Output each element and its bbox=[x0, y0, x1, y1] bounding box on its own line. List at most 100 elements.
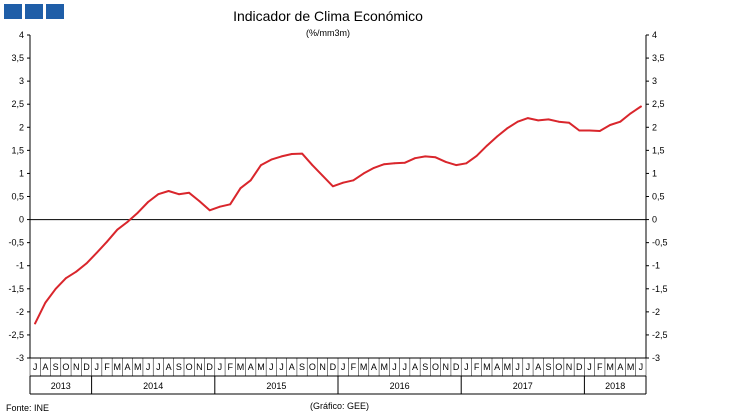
x-tick-label-month: N bbox=[73, 362, 80, 372]
x-tick-label-month: J bbox=[269, 362, 274, 372]
data-point bbox=[362, 172, 365, 175]
x-tick-label-month: A bbox=[371, 362, 377, 372]
x-tick-label-month: O bbox=[555, 362, 562, 372]
data-point bbox=[342, 181, 344, 184]
data-point bbox=[290, 153, 293, 155]
data-point bbox=[598, 130, 601, 132]
x-tick-label-month: J bbox=[587, 362, 592, 372]
x-tick-label-month: J bbox=[341, 362, 346, 372]
x-tick-label-month: D bbox=[330, 362, 337, 372]
x-tick-label-month: M bbox=[114, 362, 122, 372]
logo-block bbox=[25, 4, 43, 19]
data-point bbox=[434, 156, 437, 159]
x-tick-label-month: M bbox=[606, 362, 614, 372]
x-tick-label-month: F bbox=[351, 362, 357, 372]
logo-block bbox=[4, 4, 22, 19]
x-tick-label-month: D bbox=[576, 362, 583, 372]
y-tick-label-right: -1,5 bbox=[652, 284, 668, 294]
data-point bbox=[352, 179, 355, 182]
y-tick-label-right: 0,5 bbox=[652, 192, 665, 202]
x-tick-label-year: 2015 bbox=[266, 381, 286, 391]
data-point bbox=[568, 121, 570, 124]
x-tick-label-month: N bbox=[566, 362, 573, 372]
data-point bbox=[157, 193, 160, 196]
x-tick-label-month: S bbox=[422, 362, 428, 372]
y-tick-label-right: -0,5 bbox=[652, 238, 668, 248]
data-point bbox=[486, 144, 488, 147]
data-point bbox=[85, 262, 88, 265]
y-tick-label-right: -1 bbox=[652, 261, 660, 271]
data-point bbox=[208, 209, 211, 212]
x-tick-label-month: A bbox=[412, 362, 418, 372]
data-point bbox=[578, 129, 581, 132]
x-tick-label-month: N bbox=[319, 362, 326, 372]
data-point bbox=[475, 155, 478, 157]
y-tick-label-left: -2 bbox=[16, 307, 24, 317]
ine-logo-icon bbox=[4, 4, 64, 19]
x-tick-label-month: O bbox=[432, 362, 439, 372]
data-point bbox=[455, 164, 457, 167]
x-tick-label-month: A bbox=[535, 362, 541, 372]
x-tick-label-month: J bbox=[639, 362, 644, 372]
data-point bbox=[506, 127, 509, 130]
data-point bbox=[270, 158, 273, 161]
data-point bbox=[301, 152, 303, 155]
y-tick-label-right: 2,5 bbox=[652, 99, 665, 109]
chart-subtitle: (%/mm3m) bbox=[306, 28, 350, 38]
x-tick-label-month: N bbox=[443, 362, 450, 372]
data-point bbox=[95, 251, 98, 254]
x-tick-label-month: J bbox=[402, 362, 407, 372]
data-point bbox=[496, 135, 498, 138]
chart-title: Indicador de Clima Económico bbox=[233, 8, 423, 24]
data-point bbox=[54, 287, 57, 290]
x-tick-label-month: J bbox=[94, 362, 99, 372]
series-plot bbox=[34, 105, 642, 325]
data-point bbox=[147, 201, 150, 203]
y-tick-label-left: -2,5 bbox=[8, 330, 24, 340]
data-point bbox=[414, 157, 416, 160]
data-point bbox=[424, 155, 427, 158]
x-tick-label-month: S bbox=[176, 362, 182, 372]
y-axis-left: 4 3,5 3 2,5 2 1,5 1 0,5 0 -0,5 -1 -1,5 -2 -2,5 -3 bbox=[8, 30, 30, 363]
data-point bbox=[557, 120, 560, 123]
x-axis-years: 2013 2014 2015 2016 2017 2018 bbox=[29, 376, 647, 394]
data-point bbox=[332, 185, 334, 188]
chart-axes bbox=[29, 35, 647, 395]
data-point bbox=[116, 228, 119, 231]
y-tick-label-left: 4 bbox=[19, 30, 24, 40]
y-tick-label-right: 3 bbox=[652, 76, 657, 86]
data-point bbox=[321, 174, 324, 177]
x-tick-label-year: 2018 bbox=[605, 381, 625, 391]
source-note: Fonte: INE bbox=[6, 403, 50, 413]
x-tick-label-month: A bbox=[248, 362, 254, 372]
x-tick-label-month: M bbox=[483, 362, 491, 372]
y-tick-label-right: 2 bbox=[652, 122, 657, 132]
data-point bbox=[167, 190, 170, 192]
series-line bbox=[34, 105, 642, 325]
x-tick-label-month: N bbox=[196, 362, 203, 372]
y-tick-label-right: -3 bbox=[652, 353, 660, 363]
data-point bbox=[383, 163, 386, 166]
x-tick-label-month: S bbox=[53, 362, 59, 372]
x-tick-label-month: M bbox=[504, 362, 512, 372]
data-point bbox=[188, 191, 191, 194]
x-tick-label-month: A bbox=[166, 362, 172, 372]
y-tick-label-right: -2 bbox=[652, 307, 660, 317]
x-tick-label-year: 2014 bbox=[143, 381, 163, 391]
y-tick-label-right: 1,5 bbox=[652, 145, 665, 155]
x-tick-label-month: F bbox=[104, 362, 110, 372]
x-tick-label-year: 2017 bbox=[513, 381, 533, 391]
data-point bbox=[126, 221, 129, 223]
data-point bbox=[280, 155, 283, 158]
y-tick-label-left: 1 bbox=[19, 168, 24, 178]
data-point bbox=[239, 187, 242, 190]
x-tick-label-month: F bbox=[474, 362, 480, 372]
data-point bbox=[393, 162, 396, 165]
data-point bbox=[106, 240, 108, 243]
data-point bbox=[619, 120, 622, 123]
x-tick-label-month: M bbox=[360, 362, 368, 372]
y-tick-label-left: -0,5 bbox=[8, 238, 24, 248]
x-tick-label-month: D bbox=[453, 362, 460, 372]
y-tick-label-left: 1,5 bbox=[11, 145, 24, 155]
